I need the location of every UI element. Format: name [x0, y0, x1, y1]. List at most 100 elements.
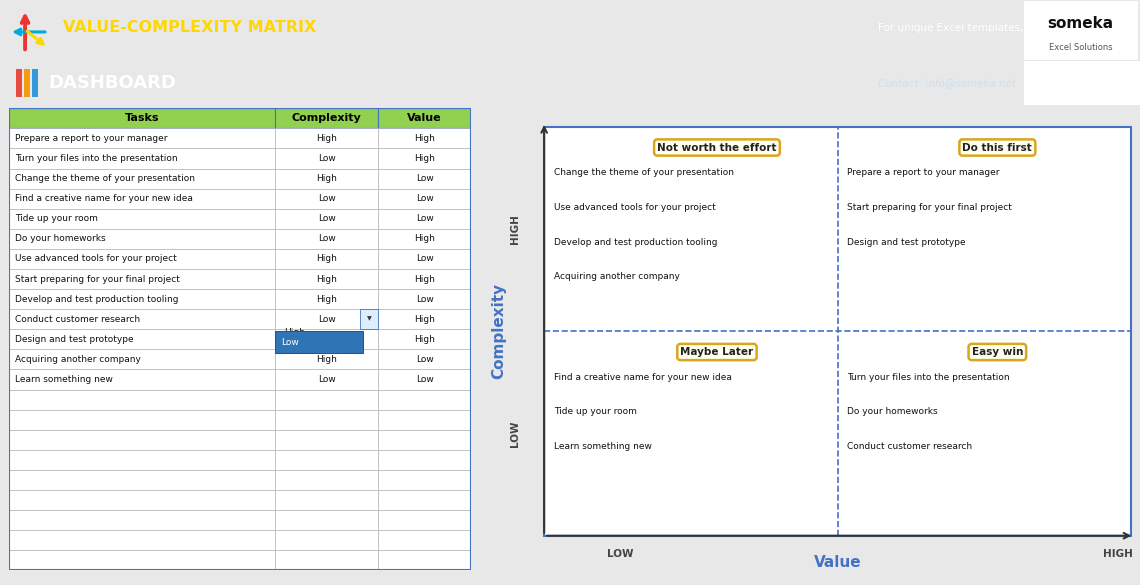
Text: Complexity: Complexity — [491, 283, 506, 379]
Text: Do your homeworks: Do your homeworks — [15, 235, 105, 243]
Text: Acquiring another company: Acquiring another company — [15, 355, 140, 364]
Text: Acquiring another company: Acquiring another company — [554, 272, 679, 281]
Text: Develop and test production tooling: Develop and test production tooling — [15, 295, 178, 304]
Bar — [275, 550, 378, 570]
Text: Tide up your room: Tide up your room — [15, 214, 98, 223]
Text: High: High — [284, 328, 304, 337]
Text: Do your homeworks: Do your homeworks — [847, 408, 938, 417]
Bar — [378, 108, 471, 128]
Bar — [275, 108, 378, 128]
Bar — [378, 329, 471, 349]
Text: Learn something new: Learn something new — [15, 375, 113, 384]
Text: Turn your files into the presentation: Turn your files into the presentation — [15, 154, 178, 163]
Bar — [9, 108, 275, 128]
Text: Start preparing for your final project: Start preparing for your final project — [15, 274, 179, 284]
Text: Low: Low — [318, 375, 335, 384]
Text: Low: Low — [416, 355, 433, 364]
Text: High: High — [414, 274, 435, 284]
Bar — [9, 430, 275, 450]
Text: Maybe Later: Maybe Later — [681, 347, 754, 357]
Text: ▼: ▼ — [367, 316, 372, 322]
Text: Find a creative name for your new idea: Find a creative name for your new idea — [554, 373, 732, 382]
Bar — [378, 209, 471, 229]
Bar — [378, 390, 471, 409]
Bar — [1024, 61, 1140, 105]
Bar — [9, 188, 275, 209]
Text: Prepare a report to your manager: Prepare a report to your manager — [847, 168, 1000, 177]
Text: Value: Value — [814, 555, 862, 570]
Text: Start preparing for your final project: Start preparing for your final project — [847, 203, 1012, 212]
Text: Use advanced tools for your project: Use advanced tools for your project — [15, 254, 177, 263]
Text: Contact: info@someka.net: Contact: info@someka.net — [878, 78, 1016, 88]
Bar — [9, 329, 275, 349]
Bar — [275, 470, 378, 490]
Bar — [378, 168, 471, 188]
Bar — [378, 490, 471, 510]
Bar — [275, 530, 378, 550]
Bar — [9, 269, 275, 289]
Bar — [275, 370, 378, 390]
Text: Value: Value — [407, 113, 442, 123]
Text: LOW: LOW — [608, 549, 634, 559]
Bar — [275, 450, 378, 470]
Text: VALUE-COMPLEXITY MATRIX: VALUE-COMPLEXITY MATRIX — [63, 20, 316, 35]
Text: Tasks: Tasks — [124, 113, 160, 123]
Text: Low: Low — [416, 174, 433, 183]
Bar — [32, 69, 38, 97]
Bar — [9, 490, 275, 510]
Text: Develop and test production tooling: Develop and test production tooling — [554, 238, 717, 247]
Bar — [275, 390, 378, 409]
Bar — [275, 490, 378, 510]
Text: For unique Excel templates, click →: For unique Excel templates, click → — [878, 23, 1062, 33]
Bar — [9, 249, 275, 269]
Bar — [378, 289, 471, 309]
Bar — [275, 309, 378, 329]
Text: High: High — [316, 295, 337, 304]
Text: Not worth the effort: Not worth the effort — [658, 143, 776, 153]
Bar — [275, 209, 378, 229]
Bar — [275, 269, 378, 289]
Text: Tide up your room: Tide up your room — [554, 408, 637, 417]
Bar — [378, 188, 471, 209]
Text: High: High — [414, 154, 435, 163]
Bar — [9, 510, 275, 530]
Bar — [378, 349, 471, 370]
Bar — [16, 69, 22, 97]
Bar — [378, 470, 471, 490]
Bar — [275, 430, 378, 450]
Bar — [544, 127, 1131, 536]
Text: Use advanced tools for your project: Use advanced tools for your project — [554, 203, 716, 212]
Bar — [360, 309, 378, 329]
Bar — [24, 69, 30, 97]
Bar — [378, 309, 471, 329]
Bar — [275, 229, 378, 249]
Text: Low: Low — [416, 295, 433, 304]
Text: Conduct customer research: Conduct customer research — [15, 315, 140, 324]
Bar — [275, 332, 363, 353]
Bar — [275, 410, 378, 430]
Text: High: High — [316, 254, 337, 263]
Text: Change the theme of your presentation: Change the theme of your presentation — [15, 174, 195, 183]
Text: Prepare a report to your manager: Prepare a report to your manager — [15, 134, 168, 143]
Bar — [275, 168, 378, 188]
Bar — [378, 450, 471, 470]
Text: Low: Low — [318, 315, 335, 324]
Text: HIGH: HIGH — [510, 214, 520, 244]
Text: Easy win: Easy win — [971, 347, 1023, 357]
Bar — [378, 410, 471, 430]
Bar — [9, 550, 275, 570]
Bar — [275, 510, 378, 530]
Bar — [378, 550, 471, 570]
Bar — [9, 530, 275, 550]
Bar — [378, 530, 471, 550]
Bar — [275, 149, 378, 168]
Text: Low: Low — [416, 194, 433, 203]
Text: High: High — [414, 134, 435, 143]
Bar — [378, 269, 471, 289]
Bar — [275, 329, 378, 349]
Text: High: High — [414, 235, 435, 243]
Bar — [9, 450, 275, 470]
Text: Low: Low — [318, 194, 335, 203]
Text: someka: someka — [1048, 16, 1114, 31]
Bar — [9, 149, 275, 168]
